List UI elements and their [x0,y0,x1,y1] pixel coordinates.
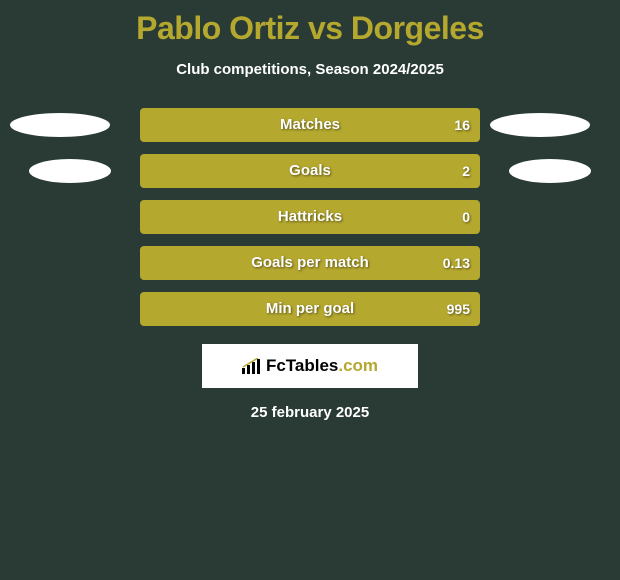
stat-label: Matches [140,108,480,142]
stat-row-goals-per-match: Goals per match 0.13 [0,246,620,280]
stat-label: Goals per match [140,246,480,280]
stat-row-hattricks: Hattricks 0 [0,200,620,234]
chart-icon [242,358,262,374]
stat-bar: Goals 2 [140,154,480,188]
comparison-area: Matches 16 Goals 2 Hattricks 0 Goals per… [0,108,620,326]
stat-label: Min per goal [140,292,480,326]
left-ellipse [10,113,110,137]
subtitle: Club competitions, Season 2024/2025 [0,61,620,78]
stat-row-goals: Goals 2 [0,154,620,188]
stat-value: 0 [462,200,470,234]
logo-box: FcTables.com [202,344,418,388]
stat-label: Hattricks [140,200,480,234]
stat-label: Goals [140,154,480,188]
stat-value: 2 [462,154,470,188]
page-title: Pablo Ortiz vs Dorgeles [0,0,620,47]
stat-row-min-per-goal: Min per goal 995 [0,292,620,326]
right-ellipse [490,113,590,137]
left-ellipse [29,159,111,183]
stat-bar: Matches 16 [140,108,480,142]
logo-name: FcTables [266,356,338,375]
stat-bar: Goals per match 0.13 [140,246,480,280]
date-text: 25 february 2025 [0,404,620,421]
infographic-container: Pablo Ortiz vs Dorgeles Club competition… [0,0,620,580]
logo-text: FcTables.com [266,356,378,376]
stat-bar: Min per goal 995 [140,292,480,326]
logo-suffix: .com [338,356,378,375]
stat-row-matches: Matches 16 [0,108,620,142]
right-ellipse [509,159,591,183]
stat-bar: Hattricks 0 [140,200,480,234]
stat-value: 16 [454,108,470,142]
stat-value: 995 [447,292,470,326]
stat-value: 0.13 [443,246,470,280]
